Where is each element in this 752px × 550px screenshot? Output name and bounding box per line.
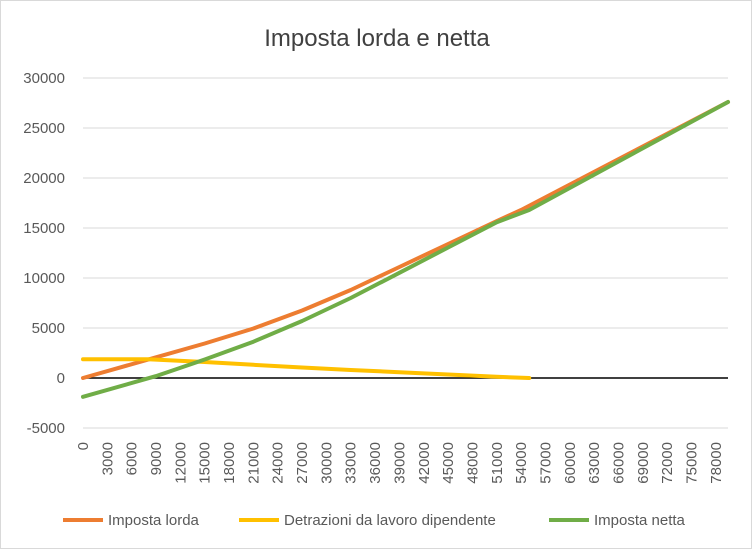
series-line <box>81 100 730 399</box>
x-tick-label: 39000 <box>391 442 408 484</box>
legend: Imposta lorda Detrazioni da lavoro dipend… <box>63 512 686 529</box>
x-tick-label: 30000 <box>318 442 335 484</box>
x-tick-label: 54000 <box>513 442 530 484</box>
x-tick-label: 9000 <box>148 442 165 475</box>
x-tick-label: 27000 <box>294 442 311 484</box>
y-tick-label: 15000 <box>23 220 65 237</box>
series-line <box>81 100 730 380</box>
x-tick-label: 0 <box>75 442 92 450</box>
x-tick-label: 57000 <box>537 442 554 484</box>
x-tick-label: 21000 <box>245 442 262 484</box>
x-tick-label: 24000 <box>270 442 287 484</box>
series-line <box>81 357 532 380</box>
y-axis-tick-labels: 30000 25000 20000 15000 10000 5000 0 -5000 <box>23 70 65 437</box>
legend-label: Imposta netta <box>594 512 686 529</box>
x-tick-label: 48000 <box>464 442 481 484</box>
x-tick-label: 6000 <box>124 442 141 475</box>
x-tick-label: 69000 <box>635 442 652 484</box>
x-axis-tick-labels: 0 3000 6000 9000 12000 15000 18000 21000 24000 27… <box>75 442 725 484</box>
x-tick-label: 36000 <box>367 442 384 484</box>
y-tick-label: 20000 <box>23 170 65 187</box>
y-tick-label: 25000 <box>23 120 65 137</box>
x-tick-label: 78000 <box>708 442 725 484</box>
x-tick-label: 45000 <box>440 442 457 484</box>
legend-label: Detrazioni da lavoro dipendente <box>284 512 496 529</box>
series-lines <box>81 100 730 399</box>
legend-label: Imposta lorda <box>108 512 200 529</box>
x-tick-label: 18000 <box>221 442 238 484</box>
x-tick-label: 51000 <box>489 442 506 484</box>
x-tick-label: 66000 <box>610 442 627 484</box>
chart-title: Imposta lorda e netta <box>264 25 490 52</box>
gridlines <box>83 77 728 429</box>
y-tick-label: 0 <box>57 370 65 387</box>
y-tick-label: -5000 <box>27 420 65 437</box>
x-tick-label: 15000 <box>197 442 214 484</box>
x-tick-label: 72000 <box>659 442 676 484</box>
x-tick-label: 42000 <box>416 442 433 484</box>
y-tick-label: 10000 <box>23 270 65 287</box>
x-tick-label: 3000 <box>99 442 116 475</box>
y-tick-label: 30000 <box>23 70 65 87</box>
x-tick-label: 12000 <box>172 442 189 484</box>
x-tick-label: 60000 <box>562 442 579 484</box>
y-tick-label: 5000 <box>32 320 65 337</box>
x-tick-label: 33000 <box>343 442 360 484</box>
x-tick-label: 75000 <box>683 442 700 484</box>
x-tick-label: 63000 <box>586 442 603 484</box>
